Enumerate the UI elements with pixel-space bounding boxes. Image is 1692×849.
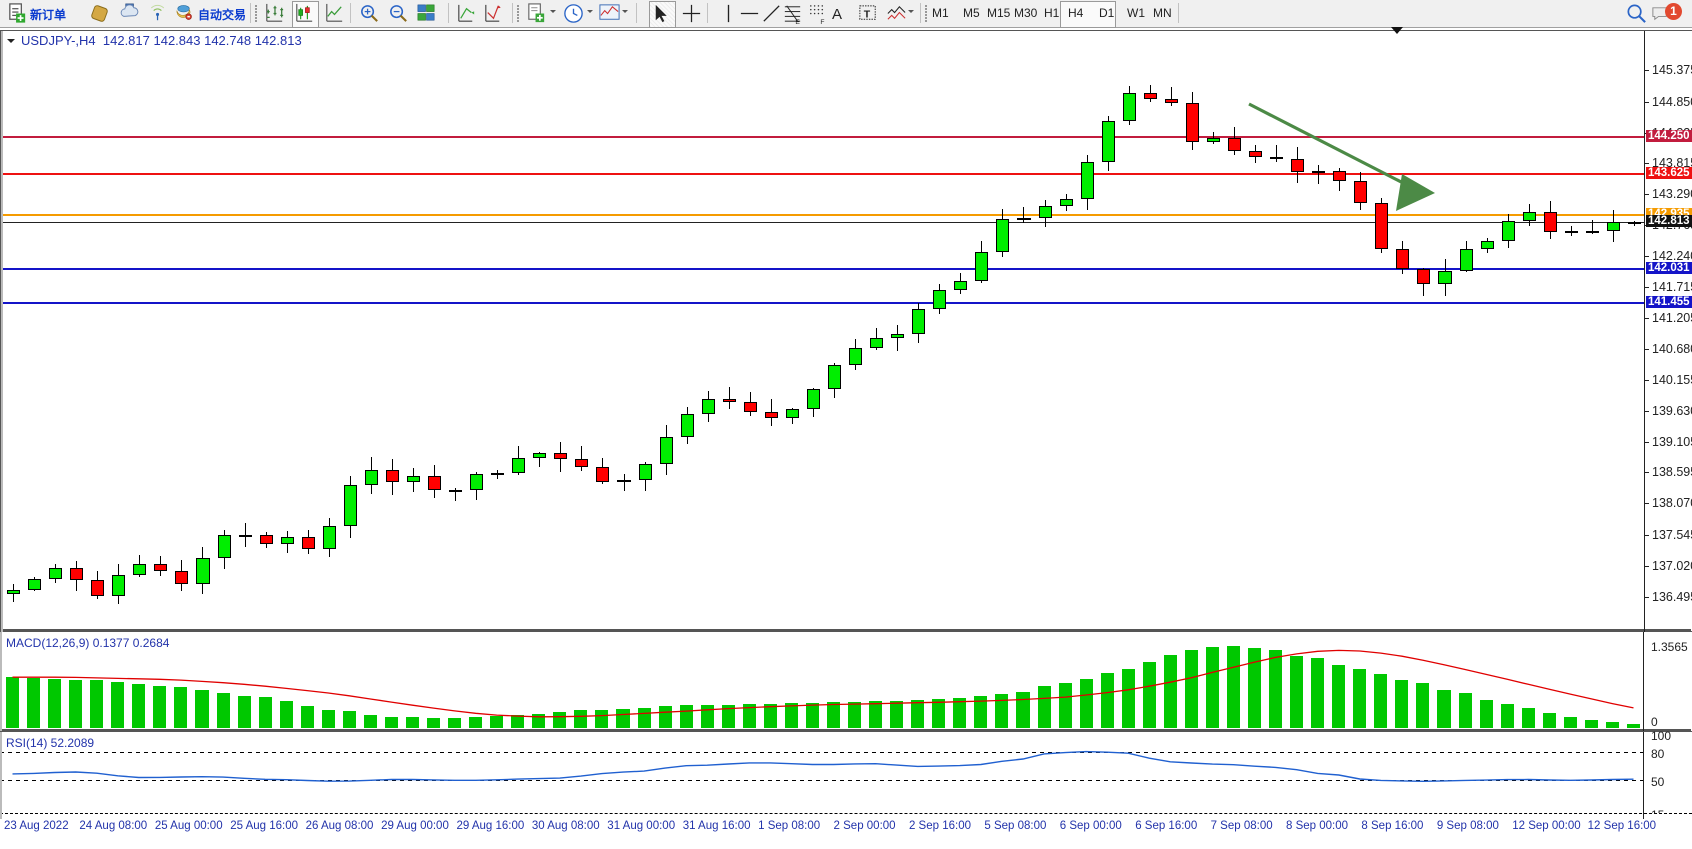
- svg-text:E: E: [795, 19, 800, 25]
- svg-text:T: T: [864, 8, 871, 20]
- svg-text:F: F: [820, 19, 824, 25]
